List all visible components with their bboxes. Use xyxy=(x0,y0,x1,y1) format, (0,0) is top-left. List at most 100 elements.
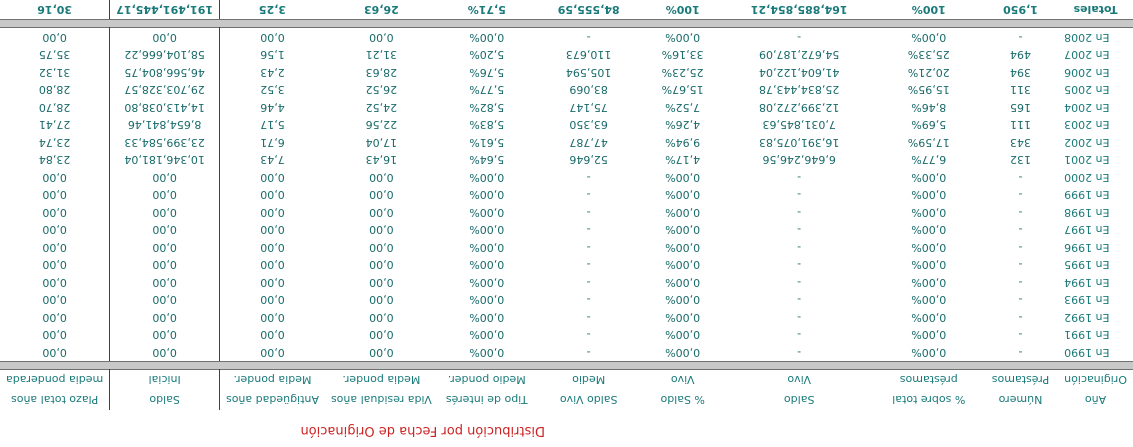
table-row: En 1993-0,00% -0,00% -0,00% 0,00 0,00 0,00 0,0… xyxy=(0,291,1133,309)
table-row-cell: 0,00% xyxy=(665,345,701,359)
table-row-cell: 0,00 xyxy=(109,308,220,326)
header-row-2-cell: media ponderada xyxy=(0,369,110,390)
header-row-1-cell: Antigüedad años xyxy=(225,393,319,407)
table-row-cell: - xyxy=(1018,188,1023,202)
table-row-cell: - xyxy=(586,205,591,219)
table-row-cell: En 2000 xyxy=(1064,170,1110,184)
table-row-cell: 17,59% xyxy=(907,135,950,149)
table-row-cell: 0,00 xyxy=(369,30,394,44)
table-row-cell: 0,00% xyxy=(469,258,505,272)
table-row-cell: 165 xyxy=(1010,100,1032,114)
table-row-cell: - xyxy=(797,293,802,307)
table-row-cell: 41,604,122,04 xyxy=(758,65,840,79)
header-row-2-cell: Vivo xyxy=(787,373,811,387)
table-row-cell: 17,04 xyxy=(365,135,398,149)
table-row-cell: 7,43 xyxy=(260,153,285,167)
table-row-cell: 0,00 xyxy=(260,240,285,254)
table-row-cell: 5,83% xyxy=(469,118,505,132)
table-row-cell: 0,00 xyxy=(109,273,220,291)
table-row-cell: 0,00 xyxy=(0,203,110,221)
table-row: En 2005 311 15,95% 25,834,443,78 15,67% 83,06… xyxy=(0,81,1133,99)
table-row-cell: 7,52% xyxy=(665,100,701,114)
table-row-cell: 0,00% xyxy=(469,30,505,44)
table-row-cell: 105,594 xyxy=(565,65,612,79)
table-row-cell: 0,00% xyxy=(911,205,947,219)
origination-table: Año Número % sobre total Saldo % Saldo Saldo … xyxy=(0,0,1133,410)
header-row-1-cell: Vida residual años xyxy=(330,393,432,407)
table-row-cell: 0,00 xyxy=(369,205,394,219)
table-row-cell: 23,84 xyxy=(0,151,110,169)
table-row: En 2006 394 20,21% 41,604,122,04 25,23% 105,5… xyxy=(0,63,1133,81)
table-row-cell: 63,350 xyxy=(569,118,608,132)
table-row-cell: 0,00 xyxy=(369,258,394,272)
table-row-cell: 15,95% xyxy=(907,83,950,97)
table-row-cell: - xyxy=(797,240,802,254)
table-row-cell: - xyxy=(586,223,591,237)
table-row-cell: 75,147 xyxy=(569,100,608,114)
table-row-cell: En 1996 xyxy=(1064,240,1110,254)
table-row: En 1998-0,00% -0,00% -0,00% 0,00 0,00 0,00 0,0… xyxy=(0,203,1133,221)
header-row-2-cell: Inicial xyxy=(109,369,220,390)
table-row-cell: En 1992 xyxy=(1064,310,1110,324)
table-row: En 1995-0,00% -0,00% -0,00% 0,00 0,00 0,00 0,0… xyxy=(0,256,1133,274)
table-row-cell: 0,00 xyxy=(369,345,394,359)
table-row-cell: 0,00 xyxy=(369,240,394,254)
header-row-2-cell: Préstamos xyxy=(991,373,1050,387)
table-row-cell: 0,00 xyxy=(0,238,110,256)
totals-row-cell: 3,25 xyxy=(258,3,287,16)
table-row: En 2007 494 25,33% 54,672,187,09 33,16% 110,6… xyxy=(0,46,1133,64)
table-row-cell: 0,00% xyxy=(665,310,701,324)
table-row-cell: 394 xyxy=(1010,65,1032,79)
table-row-cell: 7,031,845,63 xyxy=(762,118,836,132)
table-row-cell: 26,52 xyxy=(365,83,398,97)
table-row: En 1992-0,00% -0,00% -0,00% 0,00 0,00 0,00 0,0… xyxy=(0,308,1133,326)
table-row-cell: 0,00 xyxy=(260,170,285,184)
header-row-2-cell: Media ponder. xyxy=(342,373,421,387)
table-row: En 1990-0,00% -0,00% -0,00% 0,00 0,00 0,00 0,0… xyxy=(0,343,1133,362)
table-row-cell: - xyxy=(797,223,802,237)
table-row-cell: 0,00% xyxy=(665,30,701,44)
table-row-cell: 0,00 xyxy=(0,291,110,309)
table-row-cell: - xyxy=(797,328,802,342)
table-row-cell: 0,00% xyxy=(665,188,701,202)
table-row-cell: 0,00% xyxy=(911,328,947,342)
table-row-cell: 0,00% xyxy=(911,240,947,254)
table-row: En 1996-0,00% -0,00% -0,00% 0,00 0,00 0,00 0,0… xyxy=(0,238,1133,256)
table-row-cell: 28,80 xyxy=(0,81,110,99)
table-row-cell: - xyxy=(586,293,591,307)
table-row-cell: - xyxy=(586,30,591,44)
table-row-cell: 0,00% xyxy=(469,170,505,184)
table-row-cell: 0,00 xyxy=(109,186,220,204)
table-row-cell: 0,00% xyxy=(911,310,947,324)
table-row-cell: 8,654,841,46 xyxy=(109,116,220,134)
totals-row-cell: 84,555,59 xyxy=(557,3,620,16)
table-row-cell: 0,00 xyxy=(369,328,394,342)
totals-row-cell: 1,950 xyxy=(1003,3,1038,16)
table-row-cell: 9,94% xyxy=(665,135,701,149)
table-row-cell: 0,00% xyxy=(469,345,505,359)
table-row-cell: 5,17 xyxy=(260,118,285,132)
table-row-cell: 5,69% xyxy=(911,118,947,132)
table-row-cell: 0,00% xyxy=(911,293,947,307)
table-row-cell: 24,52 xyxy=(365,100,398,114)
table-row-cell: 0,00 xyxy=(0,326,110,344)
table-row-cell: 4,26% xyxy=(665,118,701,132)
table-row: En 1999-0,00% -0,00% -0,00% 0,00 0,00 0,00 0,0… xyxy=(0,186,1133,204)
table-row-cell: En 1995 xyxy=(1064,258,1110,272)
table-row-cell: 0,00 xyxy=(0,308,110,326)
table-row-cell: 16,391,075,83 xyxy=(758,135,840,149)
table-row-cell: 28,70 xyxy=(0,98,110,116)
table-row-cell: - xyxy=(797,205,802,219)
table-row-cell: - xyxy=(797,170,802,184)
totals-divider xyxy=(0,20,1133,28)
table-row-cell: 6,71 xyxy=(260,135,285,149)
table-row-cell: En 1991 xyxy=(1064,328,1110,342)
table-row-cell: 0,00% xyxy=(469,188,505,202)
header-row-2-cell: préstamos xyxy=(899,373,958,387)
table-row-cell: 0,00 xyxy=(260,275,285,289)
table-row: En 1991-0,00% -0,00% -0,00% 0,00 0,00 0,00 0,0… xyxy=(0,326,1133,344)
header-row-2-cell: Medio ponder. xyxy=(447,373,526,387)
table-row-cell: 31,21 xyxy=(365,48,398,62)
table-row-cell: En 1993 xyxy=(1064,293,1110,307)
table-row-cell: 35,75 xyxy=(0,46,110,64)
